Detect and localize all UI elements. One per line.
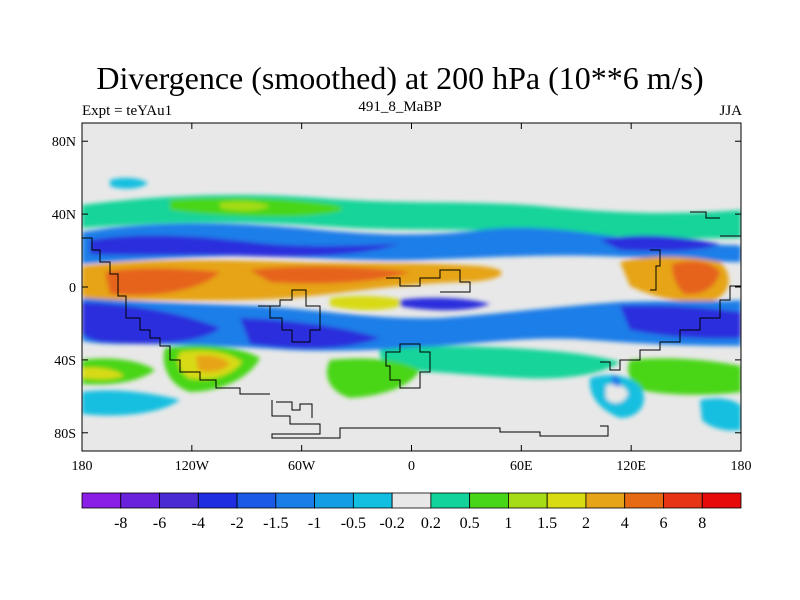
colorbar-label: 1.5	[537, 515, 557, 532]
contour-region	[330, 295, 410, 311]
contour-region	[82, 302, 220, 344]
contour-region	[672, 261, 720, 295]
contour-region	[379, 346, 620, 379]
colorbar-swatch	[236, 492, 277, 509]
experiment-label: Expt = teYAu1	[82, 103, 173, 119]
contour-region	[196, 355, 230, 372]
contour-region	[620, 305, 741, 339]
colorbar-swatch	[81, 492, 122, 509]
season-label: JJA	[719, 103, 742, 119]
x-tick-label: 120W	[175, 459, 210, 474]
y-tick-label: 0	[69, 281, 76, 296]
contour-fields	[82, 177, 741, 439]
x-tick-label: 0	[408, 459, 415, 474]
x-tick-label: 60W	[288, 459, 316, 474]
contour-region	[82, 390, 180, 416]
colorbar-swatch	[314, 492, 354, 509]
colorbar-label: -0.2	[379, 515, 404, 532]
contour-region	[110, 177, 148, 189]
x-tick-label: 120E	[616, 459, 646, 474]
colorbar-label: 4	[621, 515, 629, 532]
colorbar-label: 8	[698, 515, 706, 532]
contour-region	[82, 367, 124, 380]
colorbar-swatch	[159, 492, 199, 509]
colorbar-swatch	[469, 492, 509, 509]
colorbar-swatch	[585, 492, 626, 509]
colorbar-label: -4	[192, 515, 205, 532]
colorbar-label: 2	[582, 515, 590, 532]
colorbar-label: 0.5	[460, 515, 480, 532]
colorbar-label: -6	[153, 515, 166, 532]
chart-title: Divergence (smoothed) at 200 hPa (10**6 …	[96, 60, 704, 96]
colorbar-label: -1.5	[263, 515, 288, 532]
axis-ticks: 180 120W 60W 0 60E 120E 180 80N 40N 0 40S 80S	[52, 123, 752, 474]
colorbar-label: 0.2	[421, 515, 441, 532]
contour-region	[326, 358, 420, 398]
contour-region	[250, 266, 410, 284]
colorbar-swatch	[508, 492, 548, 509]
contour-region	[90, 235, 400, 257]
colorbar-swatch	[275, 492, 315, 509]
colorbar-swatch	[546, 492, 587, 509]
y-tick-label: 80S	[54, 427, 76, 442]
contour-region	[700, 398, 741, 431]
contour-region	[105, 268, 220, 296]
colorbar: -8 -6 -4 -2 -1.5 -1 -0.5 -0.2 0.2 0.5 1 1.5 2 4 6 8	[81, 492, 742, 532]
colorbar-label: -2	[230, 515, 243, 532]
x-tick-label: 60E	[510, 459, 533, 474]
colorbar-swatch	[197, 492, 238, 509]
y-tick-label: 40N	[52, 208, 76, 223]
colorbar-swatch	[430, 492, 471, 509]
coastlines	[82, 211, 741, 439]
x-tick-label: 180	[731, 459, 752, 474]
contour-region	[400, 297, 490, 311]
contour-region	[220, 201, 270, 211]
colorbar-swatch	[120, 492, 160, 509]
colorbar-swatch	[624, 492, 664, 509]
colorbar-label: 6	[659, 515, 667, 532]
contour-region	[606, 384, 628, 403]
contour-region	[600, 235, 720, 252]
colorbar-swatch	[352, 492, 393, 509]
colorbar-label: -8	[114, 515, 127, 532]
contour-region	[82, 298, 741, 351]
colorbar-swatch	[701, 492, 742, 509]
x-tick-label: 180	[72, 459, 93, 474]
colorbar-label: -1	[308, 515, 321, 532]
colorbar-swatch	[391, 492, 432, 509]
colorbar-swatch	[663, 492, 703, 509]
run-label: 491_8_MaBP	[358, 99, 442, 115]
contour-region	[611, 375, 621, 387]
y-tick-label: 40S	[54, 354, 76, 369]
colorbar-label: -0.5	[341, 515, 366, 532]
contour-region	[628, 358, 741, 395]
colorbar-label: 1	[504, 515, 512, 532]
y-tick-label: 80N	[52, 135, 76, 150]
